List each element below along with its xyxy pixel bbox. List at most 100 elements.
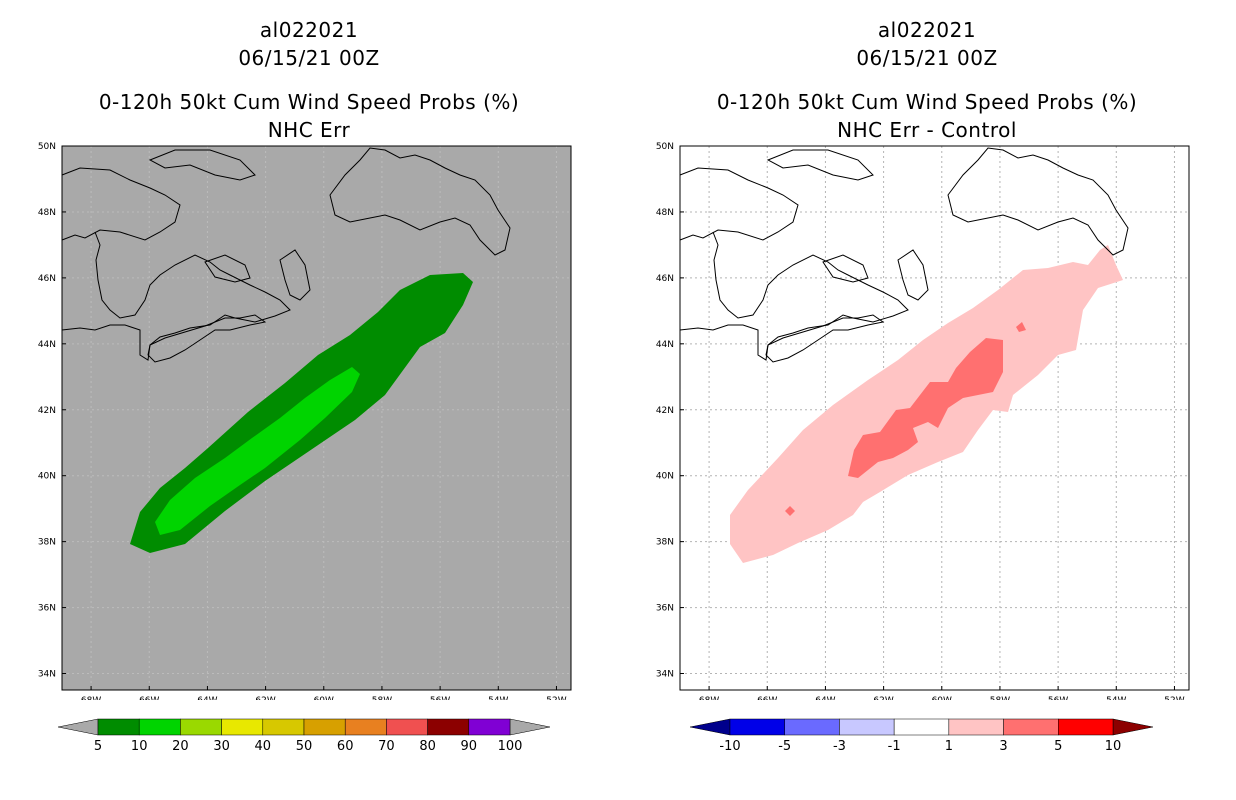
lat-tick-label: 48N xyxy=(38,208,56,218)
colorbar-box xyxy=(729,718,785,736)
colorbar-label: 5 xyxy=(94,739,102,754)
colorbar-box xyxy=(1058,718,1114,736)
right-map: 50N 48N 46N 44N 42N 40N 38N 36N 34N 68W 66W 64W 62W… xyxy=(656,142,1190,700)
colorbar-box xyxy=(262,718,305,736)
lon-labels: 68W 66W 64W 62W 60W 58W 56W 54W 52W xyxy=(699,686,1185,700)
colorbar-labels: -10 -5 -3 -1 1 3 5 10 xyxy=(719,739,1121,754)
lat-tick-label: 40N xyxy=(656,472,674,482)
colorbar-under-triangle xyxy=(689,718,731,736)
lat-tick-label: 40N xyxy=(38,472,56,482)
colorbar-box xyxy=(97,718,140,736)
colorbar-label: 50 xyxy=(296,739,313,754)
subtitle: NHC Err xyxy=(267,118,351,142)
coastline xyxy=(679,147,1129,363)
colorbar-box xyxy=(386,718,428,736)
lon-tick-label: 62W xyxy=(255,696,275,700)
lat-tick-label: 36N xyxy=(656,604,674,614)
colorbar-label: 3 xyxy=(999,739,1007,754)
lon-tick-label: 68W xyxy=(699,696,719,700)
colorbar-label: 5 xyxy=(1054,739,1062,754)
colorbar-box xyxy=(138,718,181,736)
colorbar-label: 1 xyxy=(945,739,953,754)
colorbar-label: 40 xyxy=(255,739,272,754)
lon-tick-label: 52W xyxy=(546,696,566,700)
colorbar-boxes xyxy=(689,718,1154,736)
product-title: 0-120h 50kt Cum Wind Speed Probs (%) xyxy=(716,90,1138,114)
lat-tick-label: 44N xyxy=(656,340,674,350)
colorbar-under-triangle xyxy=(57,718,99,736)
date-title: 06/15/21 00Z xyxy=(238,46,380,70)
lon-tick-label: 52W xyxy=(1164,696,1184,700)
lon-tick-label: 64W xyxy=(197,696,217,700)
lat-tick-label: 34N xyxy=(656,670,674,680)
right-panel: al022021 06/15/21 00Z 0-120h 50kt Cum Wi… xyxy=(618,0,1236,800)
colorbar-label: -5 xyxy=(778,739,791,754)
colorbar-label: -10 xyxy=(719,739,740,754)
colorbar-box xyxy=(893,718,950,736)
colorbar-box xyxy=(1003,718,1059,736)
colorbar-box xyxy=(468,718,511,736)
lon-tick-label: 60W xyxy=(314,696,334,700)
map-frame xyxy=(679,145,1190,691)
lon-labels: 68W 66W 64W 62W 60W 58W 56W 54W 52W xyxy=(81,686,567,700)
date-title: 06/15/21 00Z xyxy=(856,46,998,70)
colorbar-label: 20 xyxy=(172,739,189,754)
colorbar-label: 90 xyxy=(461,739,478,754)
colorbar-label: 60 xyxy=(337,739,354,754)
lat-tick-label: 50N xyxy=(656,142,674,152)
diff-contour-3-5 xyxy=(848,338,1003,478)
product-title: 0-120h 50kt Cum Wind Speed Probs (%) xyxy=(98,90,520,114)
colorbar-label: 30 xyxy=(213,739,230,754)
lat-tick-label: 34N xyxy=(38,670,56,680)
lon-tick-label: 56W xyxy=(430,696,450,700)
lat-labels: 50N 48N 46N 44N 42N 40N 38N 36N 34N xyxy=(656,142,684,680)
lat-tick-label: 44N xyxy=(38,340,56,350)
colorbar-box xyxy=(948,718,1004,736)
colorbar-label: 70 xyxy=(378,739,395,754)
colorbar-label: -1 xyxy=(888,739,901,754)
lon-tick-label: 64W xyxy=(815,696,835,700)
colorbar-box xyxy=(344,718,387,736)
colorbar-box xyxy=(839,718,895,736)
colorbar-over-triangle xyxy=(1112,718,1154,736)
lon-tick-label: 54W xyxy=(488,696,508,700)
lon-tick-label: 58W xyxy=(372,696,392,700)
colorbar-labels: 5 10 20 30 40 50 60 70 80 90 100 xyxy=(94,739,523,754)
lon-tick-label: 68W xyxy=(81,696,101,700)
lon-tick-label: 60W xyxy=(932,696,952,700)
colorbar-box xyxy=(180,718,222,736)
colorbar-box xyxy=(784,718,840,736)
colorbar-over-triangle xyxy=(509,718,551,736)
diff-contour-3-5-small xyxy=(1016,322,1026,332)
left-panel: al022021 06/15/21 00Z 0-120h 50kt Cum Wi… xyxy=(38,18,572,754)
lon-tick-label: 54W xyxy=(1106,696,1126,700)
left-colorbar: 5 10 20 30 40 50 60 70 80 90 100 xyxy=(57,718,551,754)
colorbar-label: -3 xyxy=(833,739,846,754)
coastline xyxy=(61,147,511,363)
prob-contour-10-20 xyxy=(155,367,360,535)
lat-tick-label: 48N xyxy=(656,208,674,218)
colorbar-label: 100 xyxy=(498,739,523,754)
lat-tick-label: 42N xyxy=(656,406,674,416)
lat-tick-label: 38N xyxy=(38,538,56,548)
storm-id-title: al022021 xyxy=(259,18,359,42)
left-map: 50N 48N 46N 44N 42N 40N 38N 36N 34N 68W 66W 64W 62W… xyxy=(38,142,572,700)
colorbar-box xyxy=(427,718,470,736)
colorbar-label: 10 xyxy=(131,739,148,754)
lon-tick-label: 66W xyxy=(139,696,159,700)
lon-tick-label: 62W xyxy=(873,696,893,700)
lon-tick-label: 56W xyxy=(1048,696,1068,700)
lat-tick-label: 46N xyxy=(38,274,56,284)
lat-tick-label: 36N xyxy=(38,604,56,614)
lat-tick-label: 46N xyxy=(656,274,674,284)
lat-tick-label: 42N xyxy=(38,406,56,416)
lon-tick-label: 66W xyxy=(757,696,777,700)
colorbar-box xyxy=(303,718,346,736)
lon-tick-label: 58W xyxy=(990,696,1010,700)
map-frame xyxy=(61,145,572,691)
colorbar-boxes xyxy=(57,718,551,736)
colorbar-box xyxy=(221,718,264,736)
lat-labels: 50N 48N 46N 44N 42N 40N 38N 36N 34N xyxy=(38,142,66,680)
diff-contour-3-5-small xyxy=(785,506,795,516)
right-colorbar: -10 -5 -3 -1 1 3 5 10 xyxy=(689,718,1154,754)
